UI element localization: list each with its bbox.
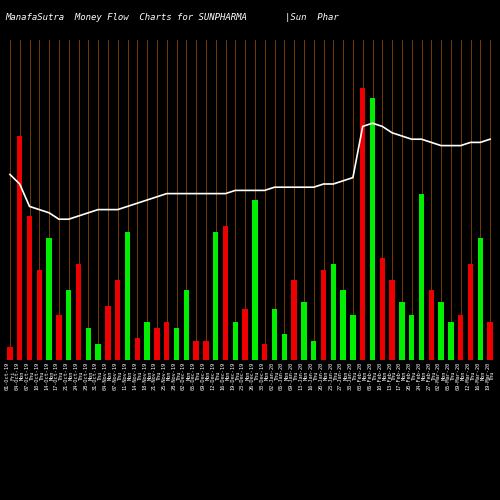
Bar	[134, 338, 140, 360]
Text: ManafaSutra  Money Flow  Charts for SUNPHARMA: ManafaSutra Money Flow Charts for SUNPHA…	[5, 12, 247, 22]
Bar	[66, 290, 71, 360]
Bar	[213, 232, 218, 360]
Bar	[370, 98, 375, 360]
Bar	[154, 328, 160, 360]
Bar	[419, 194, 424, 360]
Bar	[458, 315, 464, 360]
Bar	[36, 270, 42, 360]
Bar	[330, 264, 336, 360]
Text: |Sun  Phar: |Sun Phar	[285, 12, 339, 22]
Bar	[232, 322, 238, 360]
Bar	[399, 302, 404, 360]
Bar	[301, 302, 306, 360]
Bar	[46, 238, 52, 360]
Bar	[56, 315, 62, 360]
Bar	[262, 344, 268, 360]
Bar	[438, 302, 444, 360]
Bar	[448, 322, 454, 360]
Bar	[478, 238, 483, 360]
Bar	[184, 290, 189, 360]
Bar	[7, 347, 12, 360]
Bar	[105, 306, 110, 360]
Bar	[223, 226, 228, 360]
Bar	[174, 328, 179, 360]
Bar	[125, 232, 130, 360]
Bar	[242, 309, 248, 360]
Bar	[76, 264, 81, 360]
Bar	[428, 290, 434, 360]
Bar	[203, 341, 208, 360]
Bar	[194, 341, 199, 360]
Bar	[468, 264, 473, 360]
Bar	[115, 280, 120, 360]
Bar	[350, 315, 356, 360]
Bar	[390, 280, 395, 360]
Bar	[86, 328, 91, 360]
Bar	[27, 216, 32, 360]
Bar	[252, 200, 258, 360]
Bar	[292, 280, 297, 360]
Bar	[144, 322, 150, 360]
Bar	[321, 270, 326, 360]
Bar	[96, 344, 101, 360]
Bar	[360, 88, 366, 360]
Bar	[488, 322, 493, 360]
Bar	[164, 322, 170, 360]
Bar	[272, 309, 277, 360]
Bar	[340, 290, 346, 360]
Bar	[282, 334, 287, 360]
Bar	[409, 315, 414, 360]
Bar	[311, 341, 316, 360]
Bar	[17, 136, 22, 360]
Bar	[380, 258, 385, 360]
